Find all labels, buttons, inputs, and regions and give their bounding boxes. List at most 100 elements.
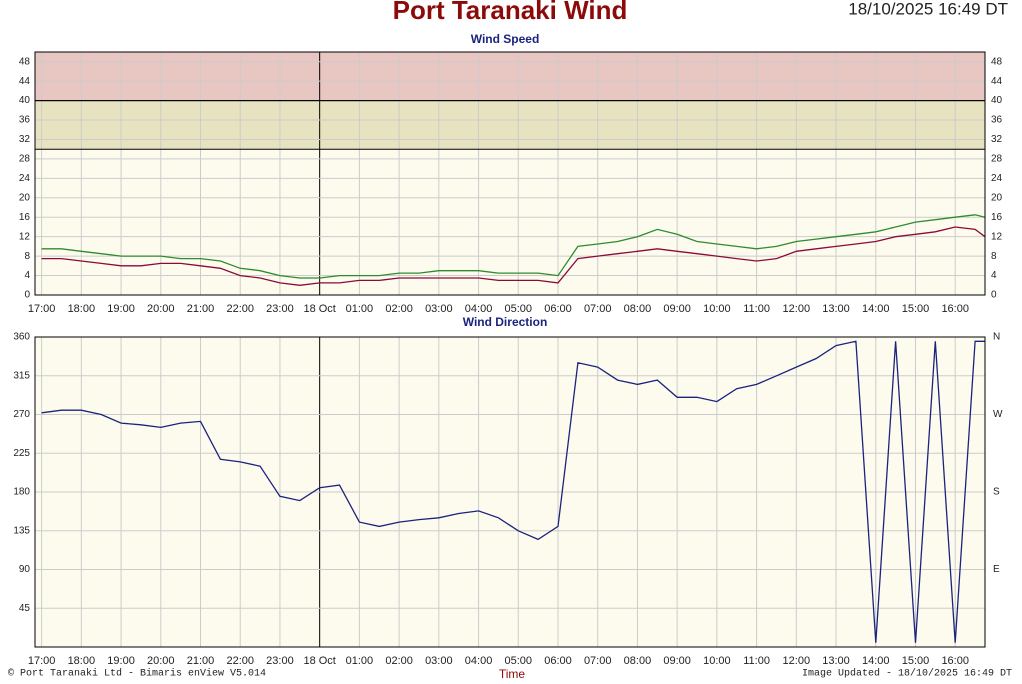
x-tick-label: 15:00 xyxy=(902,303,930,315)
x-tick-label: 22:00 xyxy=(226,303,254,315)
y2-tick-label: S xyxy=(993,487,1000,498)
y-tick-label: 135 xyxy=(13,525,30,536)
x-tick-label: 11:00 xyxy=(743,303,770,315)
x-tick-label: 16:00 xyxy=(941,655,969,667)
y-tick-label: 180 xyxy=(13,487,30,498)
x-tick-label: 17:00 xyxy=(28,303,56,315)
band xyxy=(35,100,985,150)
x-tick-label: 18 Oct xyxy=(303,655,335,667)
x-tick-label: 03:00 xyxy=(425,303,453,315)
y-tick-label: 36 xyxy=(19,115,31,126)
x-tick-label: 08:00 xyxy=(624,303,652,315)
y-tick-label-right: 48 xyxy=(991,56,1003,67)
y2-tick-label: W xyxy=(993,409,1003,420)
y-tick-label: 44 xyxy=(19,76,31,87)
y-tick-label-right: 20 xyxy=(991,192,1003,203)
x-tick-label: 19:00 xyxy=(107,655,135,667)
x-tick-label: 02:00 xyxy=(385,303,413,315)
x-tick-label: 19:00 xyxy=(107,303,135,315)
x-tick-label: 01:00 xyxy=(346,655,374,667)
series-line xyxy=(41,226,986,286)
y-tick-label-right: 32 xyxy=(991,134,1003,145)
y-tick-label: 0 xyxy=(24,290,30,301)
series-line xyxy=(41,214,986,279)
x-tick-label: 23:00 xyxy=(266,303,294,315)
x-tick-label: 10:00 xyxy=(703,303,731,315)
y-tick-label: 40 xyxy=(19,95,31,106)
x-tick-label: 17:00 xyxy=(28,655,56,667)
y-tick-label-right: 12 xyxy=(991,231,1003,242)
y-tick-label: 20 xyxy=(19,192,31,203)
series-line xyxy=(41,340,985,643)
y-tick-label-right: 8 xyxy=(991,251,997,262)
x-tick-label: 13:00 xyxy=(822,655,850,667)
x-tick-label: 08:00 xyxy=(624,655,652,667)
title: Port Taranaki Wind xyxy=(393,0,628,25)
x-tick-label: 09:00 xyxy=(663,303,691,315)
x-tick-label: 18 Oct xyxy=(303,303,335,315)
y-tick-label-right: 28 xyxy=(991,154,1003,165)
y-tick-label: 16 xyxy=(19,212,31,223)
y-tick-label: 90 xyxy=(19,564,31,575)
x-tick-label: 12:00 xyxy=(783,303,811,315)
y-tick-label-right: 0 xyxy=(991,290,997,301)
x-tick-label: 21:00 xyxy=(187,655,215,667)
x-tick-label: 21:00 xyxy=(187,303,215,315)
timestamp: 18/10/2025 16:49 DT xyxy=(848,0,1008,18)
y-tick-label: 45 xyxy=(19,603,31,614)
x-tick-label: 01:00 xyxy=(346,303,374,315)
y-tick-label-right: 16 xyxy=(991,212,1003,223)
x-axis-label: Time xyxy=(499,667,526,681)
x-tick-label: 06:00 xyxy=(544,655,572,667)
y-tick-label-right: 24 xyxy=(991,173,1003,184)
x-tick-label: 18:00 xyxy=(68,303,96,315)
y-tick-label-right: 44 xyxy=(991,76,1003,87)
x-tick-label: 16:00 xyxy=(941,303,969,315)
x-tick-label: 05:00 xyxy=(505,303,533,315)
y2-tick-label: E xyxy=(993,564,1000,575)
y-tick-label: 4 xyxy=(24,270,30,281)
y-tick-label: 32 xyxy=(19,134,31,145)
x-tick-label: 10:00 xyxy=(703,655,731,667)
x-tick-label: 11:00 xyxy=(743,655,770,667)
x-tick-label: 04:00 xyxy=(465,655,493,667)
x-tick-label: 13:00 xyxy=(822,303,850,315)
y-tick-label: 270 xyxy=(13,409,30,420)
y-tick-label: 315 xyxy=(13,370,30,381)
x-tick-label: 14:00 xyxy=(862,655,890,667)
y-tick-label: 225 xyxy=(13,448,30,459)
footer-right: Image Updated - 18/10/2025 16:49 DT xyxy=(802,668,1012,680)
plot-frame xyxy=(34,336,986,648)
x-tick-label: 12:00 xyxy=(783,655,811,667)
y-tick-label-right: 36 xyxy=(991,115,1003,126)
x-tick-label: 07:00 xyxy=(584,655,612,667)
x-tick-label: 07:00 xyxy=(584,303,612,315)
y-tick-label: 360 xyxy=(13,332,30,343)
y-tick-label-right: 40 xyxy=(991,95,1003,106)
footer-left: © Port Taranaki Ltd - Bimaris enView V5.… xyxy=(8,668,266,680)
x-tick-label: 20:00 xyxy=(147,303,175,315)
x-tick-label: 06:00 xyxy=(544,303,572,315)
x-tick-label: 22:00 xyxy=(226,655,254,667)
chart-title: Wind Speed xyxy=(471,32,540,46)
y-tick-label: 28 xyxy=(19,154,31,165)
y2-tick-label: N xyxy=(993,332,1000,343)
band xyxy=(35,52,985,101)
x-tick-label: 14:00 xyxy=(862,303,890,315)
x-tick-label: 18:00 xyxy=(68,655,96,667)
x-tick-label: 09:00 xyxy=(663,655,691,667)
x-tick-label: 15:00 xyxy=(902,655,930,667)
x-tick-label: 03:00 xyxy=(425,655,453,667)
y-tick-label: 12 xyxy=(19,231,31,242)
plot-frame xyxy=(34,51,986,296)
x-tick-label: 02:00 xyxy=(385,655,413,667)
y-tick-label: 48 xyxy=(19,56,31,67)
x-tick-label: 04:00 xyxy=(465,303,493,315)
chart-title: Wind Direction xyxy=(463,315,548,329)
y-tick-label: 8 xyxy=(24,251,30,262)
y-tick-label: 24 xyxy=(19,173,31,184)
y-tick-label-right: 4 xyxy=(991,270,997,281)
x-tick-label: 23:00 xyxy=(266,655,294,667)
x-tick-label: 05:00 xyxy=(505,655,533,667)
